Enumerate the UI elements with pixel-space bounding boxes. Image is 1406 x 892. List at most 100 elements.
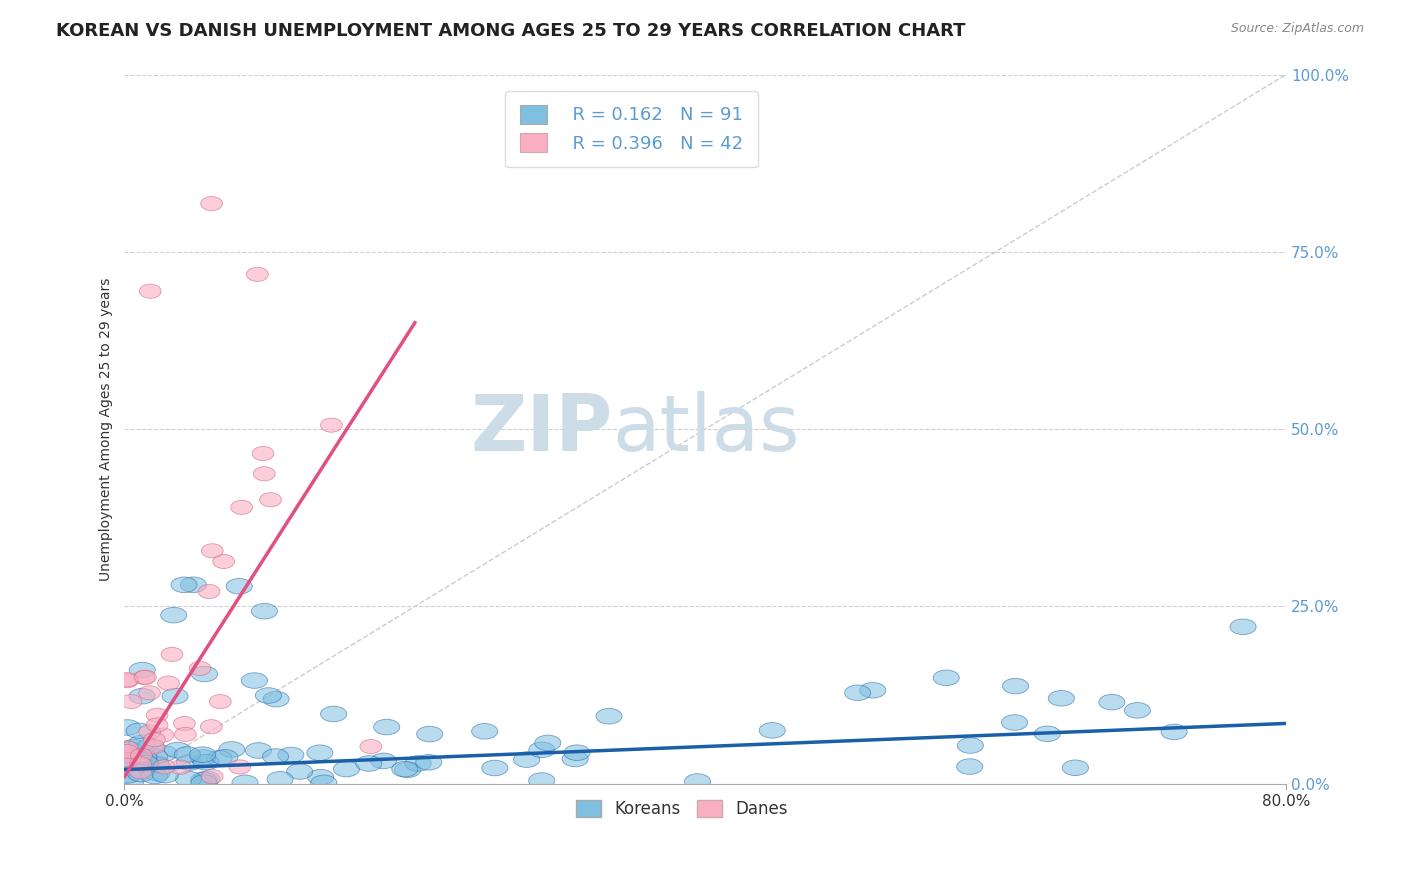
Ellipse shape [226, 578, 252, 594]
Ellipse shape [201, 544, 224, 558]
Ellipse shape [193, 755, 219, 770]
Ellipse shape [129, 756, 152, 771]
Ellipse shape [117, 745, 138, 759]
Ellipse shape [1002, 678, 1029, 694]
Ellipse shape [562, 751, 588, 767]
Ellipse shape [267, 772, 294, 787]
Ellipse shape [117, 673, 138, 688]
Ellipse shape [121, 739, 146, 755]
Ellipse shape [117, 753, 138, 767]
Ellipse shape [143, 756, 169, 772]
Ellipse shape [1161, 724, 1187, 739]
Ellipse shape [129, 735, 155, 751]
Ellipse shape [122, 756, 149, 772]
Ellipse shape [162, 689, 188, 704]
Ellipse shape [176, 755, 202, 771]
Ellipse shape [131, 748, 152, 763]
Ellipse shape [191, 772, 217, 788]
Ellipse shape [1035, 726, 1060, 741]
Y-axis label: Unemployment Among Ages 25 to 29 years: Unemployment Among Ages 25 to 29 years [100, 277, 114, 581]
Ellipse shape [176, 772, 201, 787]
Ellipse shape [395, 762, 420, 778]
Ellipse shape [121, 695, 142, 708]
Ellipse shape [934, 670, 959, 686]
Ellipse shape [219, 741, 245, 757]
Ellipse shape [859, 682, 886, 698]
Ellipse shape [242, 673, 267, 689]
Ellipse shape [146, 708, 167, 723]
Text: KOREAN VS DANISH UNEMPLOYMENT AMONG AGES 25 TO 29 YEARS CORRELATION CHART: KOREAN VS DANISH UNEMPLOYMENT AMONG AGES… [56, 22, 966, 40]
Ellipse shape [278, 747, 304, 763]
Ellipse shape [152, 728, 174, 742]
Ellipse shape [356, 756, 382, 772]
Ellipse shape [191, 666, 218, 681]
Ellipse shape [174, 747, 201, 763]
Ellipse shape [143, 756, 169, 772]
Ellipse shape [246, 743, 271, 758]
Ellipse shape [1098, 694, 1125, 710]
Ellipse shape [956, 759, 983, 774]
Ellipse shape [153, 760, 176, 773]
Ellipse shape [201, 720, 222, 734]
Ellipse shape [114, 767, 141, 783]
Ellipse shape [134, 671, 155, 684]
Ellipse shape [685, 773, 710, 789]
Ellipse shape [513, 752, 540, 767]
Ellipse shape [209, 695, 231, 708]
Ellipse shape [135, 670, 156, 684]
Ellipse shape [142, 768, 167, 784]
Ellipse shape [263, 691, 290, 707]
Ellipse shape [260, 492, 281, 507]
Ellipse shape [374, 719, 399, 735]
Ellipse shape [117, 775, 143, 790]
Ellipse shape [173, 716, 195, 731]
Ellipse shape [170, 760, 191, 774]
Ellipse shape [143, 765, 170, 781]
Ellipse shape [232, 775, 259, 790]
Ellipse shape [143, 740, 165, 754]
Ellipse shape [246, 268, 269, 282]
Ellipse shape [191, 775, 217, 790]
Ellipse shape [129, 662, 155, 678]
Ellipse shape [405, 756, 432, 772]
Ellipse shape [957, 738, 983, 754]
Ellipse shape [139, 285, 162, 298]
Ellipse shape [253, 467, 276, 481]
Ellipse shape [333, 761, 360, 777]
Ellipse shape [127, 723, 152, 739]
Text: atlas: atlas [612, 391, 800, 467]
Ellipse shape [142, 748, 167, 764]
Ellipse shape [180, 577, 207, 592]
Ellipse shape [529, 772, 555, 789]
Ellipse shape [529, 742, 555, 757]
Ellipse shape [125, 763, 150, 779]
Ellipse shape [212, 749, 238, 765]
Ellipse shape [117, 740, 138, 755]
Ellipse shape [143, 732, 166, 747]
Ellipse shape [471, 723, 498, 739]
Ellipse shape [759, 723, 786, 739]
Ellipse shape [307, 745, 333, 761]
Ellipse shape [416, 726, 443, 742]
Ellipse shape [1001, 714, 1028, 731]
Ellipse shape [139, 724, 160, 739]
Ellipse shape [138, 738, 163, 754]
Ellipse shape [190, 747, 215, 763]
Ellipse shape [146, 718, 167, 732]
Ellipse shape [1049, 690, 1074, 706]
Ellipse shape [370, 753, 396, 769]
Ellipse shape [174, 727, 197, 741]
Ellipse shape [534, 735, 561, 751]
Ellipse shape [482, 760, 508, 776]
Ellipse shape [115, 756, 142, 771]
Ellipse shape [117, 673, 138, 687]
Ellipse shape [596, 708, 621, 724]
Ellipse shape [172, 577, 197, 592]
Ellipse shape [132, 756, 159, 771]
Ellipse shape [120, 748, 141, 763]
Legend: Koreans, Danes: Koreans, Danes [569, 794, 794, 825]
Ellipse shape [190, 749, 217, 765]
Ellipse shape [252, 603, 277, 619]
Ellipse shape [416, 755, 441, 770]
Ellipse shape [256, 688, 281, 703]
